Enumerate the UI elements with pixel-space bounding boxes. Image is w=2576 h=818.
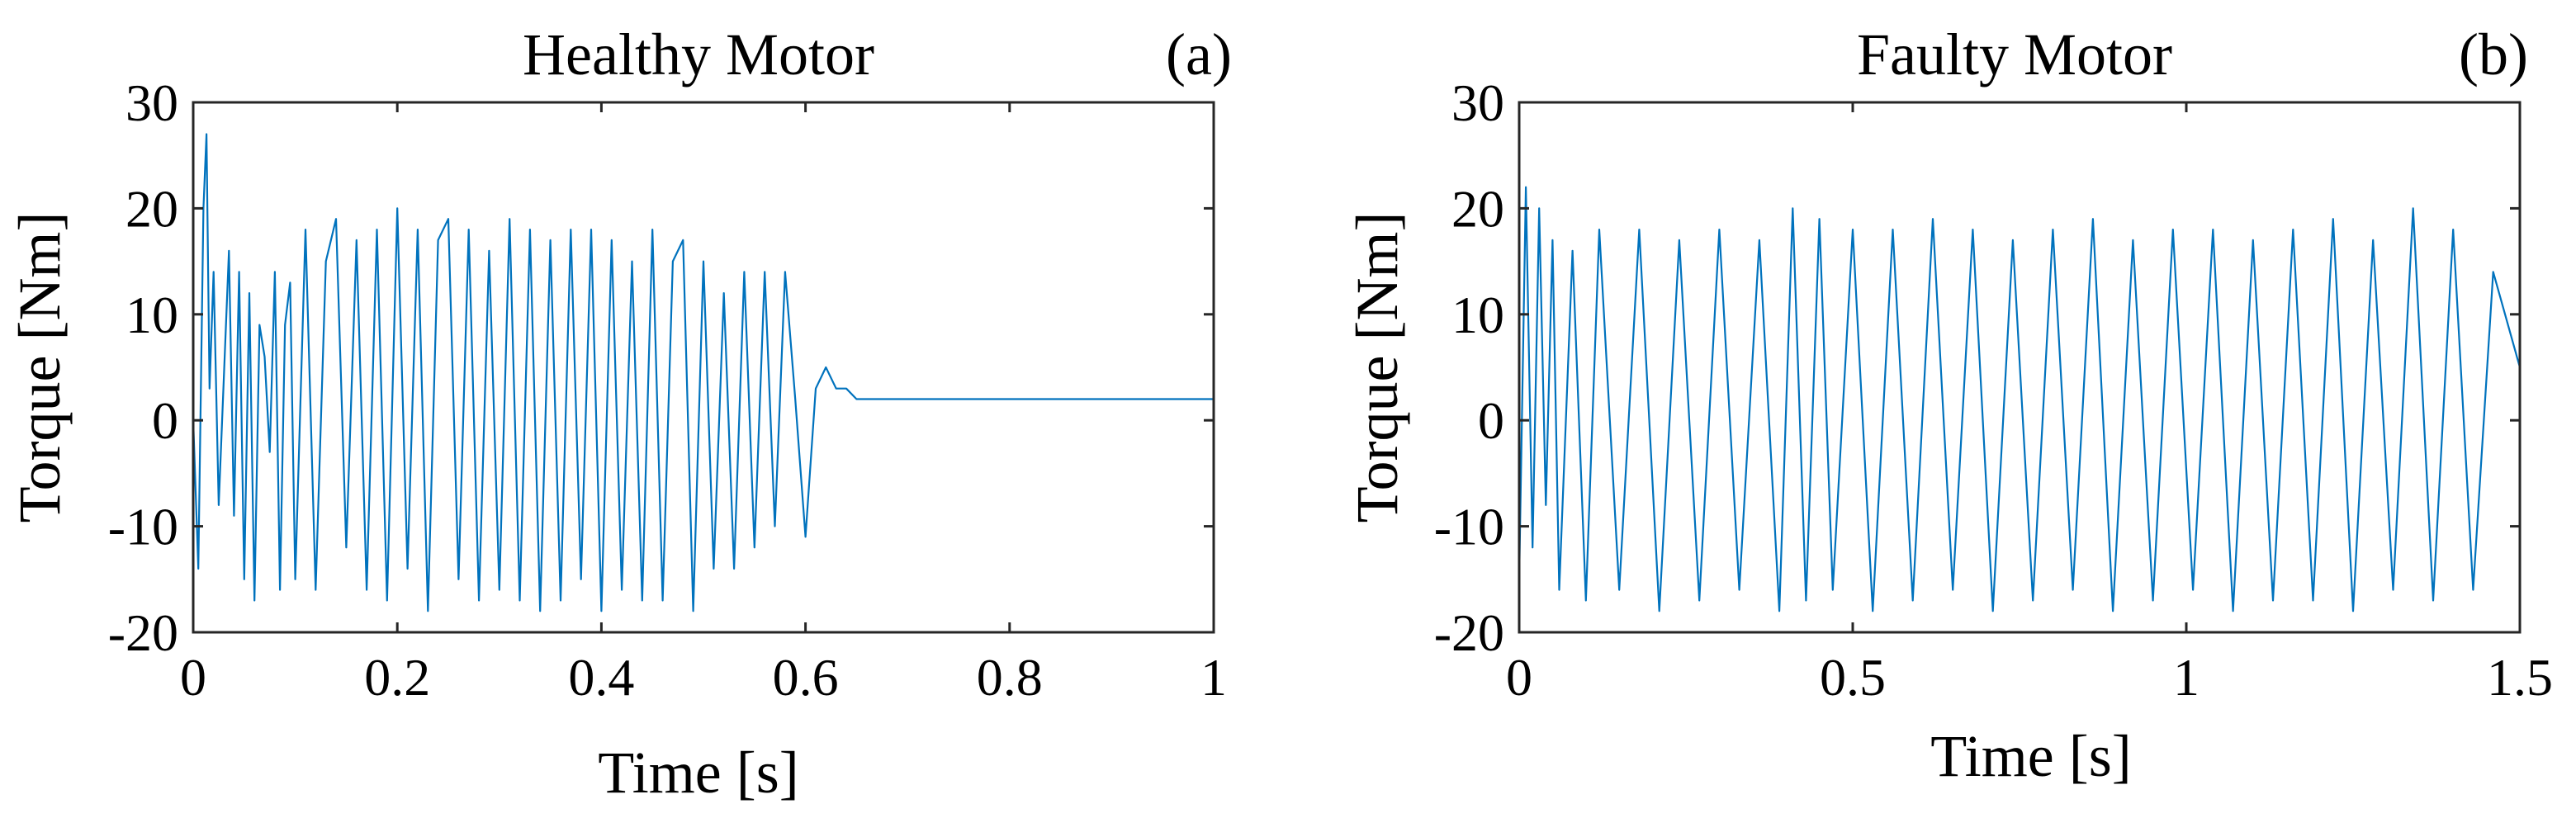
x-tick-label: 0.6 [773,648,839,707]
x-tick-label: 0.5 [1820,648,1886,707]
y-tick-label: -20 [1434,603,1504,662]
x-axis-label: Time [s] [1930,723,2131,789]
y-tick-label: 0 [1478,391,1504,450]
x-tick-label: 1 [1200,648,1227,707]
torque-series-line [192,133,1214,612]
y-tick-label: -10 [108,498,178,556]
x-tick-label: 1 [2173,648,2200,707]
y-tick-label: 20 [1451,179,1504,238]
plot-area: 0 0.2 0.4 0.6 0.8 1 -20 -10 0 10 20 30 [108,73,1227,707]
axes-frame [192,101,1215,634]
x-tick-label: 1.5 [2487,648,2553,707]
y-tick-label: 10 [1451,286,1504,344]
panel-tag: (a) [1166,21,1232,87]
torque-series-line [1518,186,2522,612]
panel-healthy-motor: Healthy Motor (a) 0 0.2 0.4 0.6 0.8 1 -20 -10 0 1… [7,21,1232,806]
y-tick-label: 10 [125,286,178,344]
x-axis-label: Time [s] [598,740,798,806]
x-tick-label: 0 [180,648,206,707]
chart-title: Healthy Motor [523,21,874,87]
panel-faulty-motor: Faulty Motor (b) 0 0.5 1 1.5 -20 -10 0 10 20 30 T… [1344,21,2553,789]
y-tick-label: -10 [1434,498,1504,556]
y-tick-label: 30 [1451,73,1504,132]
panel-tag: (b) [2459,21,2528,87]
y-tick-label: 30 [125,73,178,132]
x-tick-label: 0.8 [977,648,1043,707]
x-tick-label: 0.4 [568,648,634,707]
y-axis-label: Torque [Nm] [1344,212,1410,523]
axes-frame [1518,101,2522,634]
x-tick-label: 0.2 [364,648,430,707]
x-tick-label: 0 [1506,648,1532,707]
y-tick-label: -20 [108,603,178,662]
y-tick-label: 0 [152,391,178,450]
y-tick-label: 20 [125,179,178,238]
y-axis-label: Torque [Nm] [7,212,73,523]
plot-area: 0 0.5 1 1.5 -20 -10 0 10 20 30 [1434,73,2553,707]
chart-title: Faulty Motor [1857,21,2172,87]
